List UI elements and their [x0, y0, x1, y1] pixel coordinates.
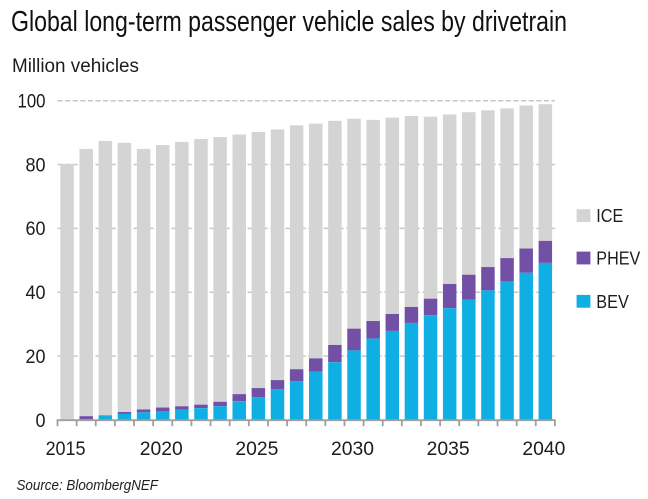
- svg-text:60: 60: [26, 219, 46, 240]
- svg-text:2035: 2035: [427, 439, 470, 460]
- svg-text:2030: 2030: [331, 439, 374, 460]
- svg-text:2025: 2025: [235, 439, 278, 460]
- svg-text:BEV: BEV: [596, 292, 629, 312]
- svg-text:80: 80: [26, 155, 46, 176]
- svg-text:2015: 2015: [46, 439, 86, 460]
- svg-text:2020: 2020: [140, 439, 183, 460]
- svg-text:40: 40: [26, 283, 46, 304]
- svg-text:Source: BloombergNEF: Source: BloombergNEF: [17, 477, 159, 494]
- svg-text:PHEV: PHEV: [596, 248, 640, 268]
- svg-text:Million vehicles: Million vehicles: [12, 56, 139, 77]
- svg-text:Global long-term passenger veh: Global long-term passenger vehicle sales…: [11, 6, 567, 38]
- svg-text:ICE: ICE: [596, 206, 623, 226]
- svg-text:0: 0: [36, 411, 46, 432]
- svg-text:20: 20: [26, 347, 46, 368]
- svg-text:100: 100: [18, 92, 46, 113]
- svg-text:2040: 2040: [522, 439, 565, 460]
